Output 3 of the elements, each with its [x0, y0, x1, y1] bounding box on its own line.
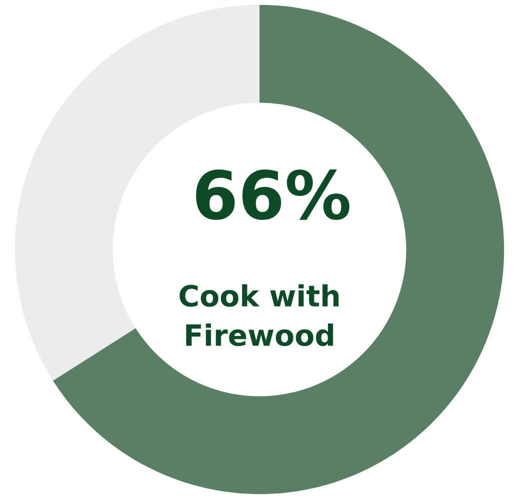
donut-slice: [52, 4, 504, 494]
data-label: 66%: [196, 169, 350, 220]
slice-label: Cook with Firewood: [180, 284, 339, 346]
